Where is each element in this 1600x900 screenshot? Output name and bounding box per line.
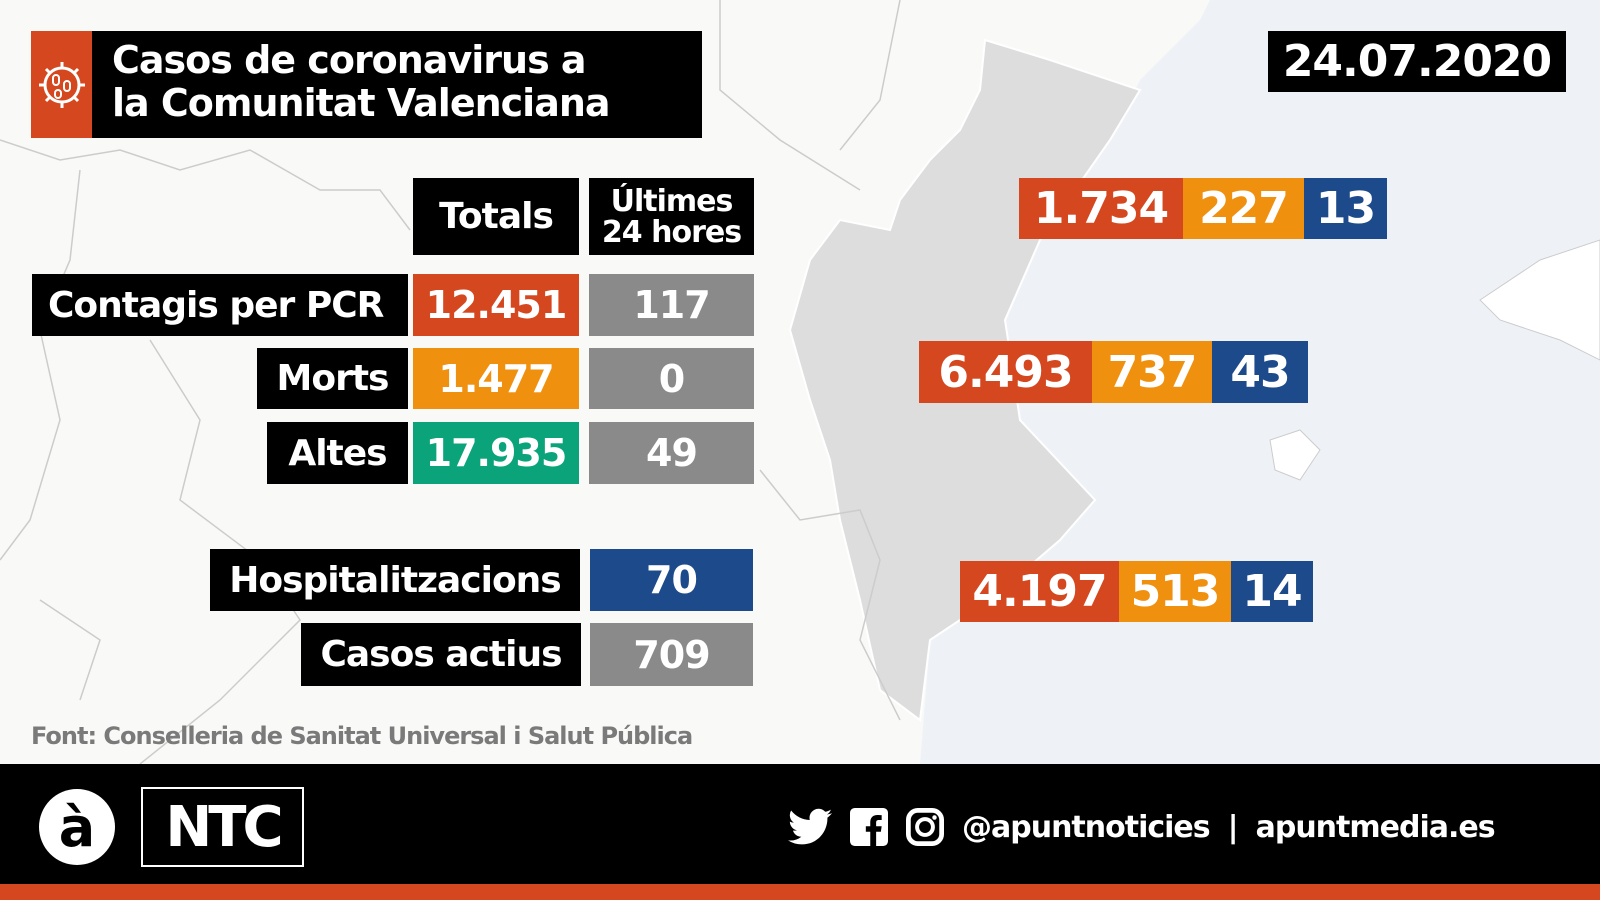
website-link[interactable]: apuntmedia.es <box>1255 809 1496 845</box>
column-header-totals: Totals <box>413 178 579 255</box>
province-hospitalitzacions: 13 <box>1304 178 1387 239</box>
province-bar-castello: 1.734 227 13 <box>1019 178 1387 239</box>
value-contagis-24h: 117 <box>589 274 754 336</box>
footer-accent-stripe <box>0 884 1600 900</box>
title-line-1: Casos de coronavirus a <box>112 38 587 82</box>
title-line-2: la Comunitat Valenciana <box>112 81 611 125</box>
label-casos-actius: Casos actius <box>301 623 581 686</box>
row-label-altes: Altes <box>267 422 408 484</box>
value-casos-actius: 709 <box>590 623 753 686</box>
value-hospitalitzacions: 70 <box>590 549 753 611</box>
province-contagis: 6.493 <box>919 341 1092 403</box>
province-bar-valencia: 6.493 737 43 <box>919 341 1308 403</box>
footer-bar: à NTC @apuntnoticies | apuntmedia.es <box>0 764 1600 884</box>
province-morts: 227 <box>1183 178 1304 239</box>
value-morts-24h: 0 <box>589 348 754 409</box>
value-altes-total: 17.935 <box>413 422 579 484</box>
title-banner: Casos de coronavirus a la Comunitat Vale… <box>31 31 702 138</box>
value-contagis-total: 12.451 <box>413 274 579 336</box>
value-morts-total: 1.477 <box>413 348 579 409</box>
column-header-last-24h: Últimes 24 hores <box>589 178 754 255</box>
instagram-icon[interactable] <box>906 808 944 846</box>
column-header-line-1: Últimes <box>610 183 734 219</box>
apunt-logo: à <box>39 789 115 865</box>
social-handle-link[interactable]: @apuntnoticies <box>962 809 1211 845</box>
twitter-icon[interactable] <box>788 808 832 846</box>
date-label: 24.07.2020 <box>1268 31 1566 92</box>
province-contagis: 4.197 <box>960 561 1119 622</box>
footer-separator: | <box>1227 809 1239 845</box>
province-bar-alacant: 4.197 513 14 <box>960 561 1313 622</box>
ntc-logo: NTC <box>141 787 304 867</box>
province-contagis: 1.734 <box>1019 178 1183 239</box>
province-morts: 513 <box>1119 561 1231 622</box>
column-header-line-2: 24 hores <box>601 214 742 250</box>
source-note: Font: Conselleria de Sanitat Universal i… <box>31 722 693 750</box>
province-morts: 737 <box>1092 341 1212 403</box>
label-hospitalitzacions: Hospitalitzacions <box>210 549 580 611</box>
page-title: Casos de coronavirus a la Comunitat Vale… <box>92 31 611 138</box>
province-hospitalitzacions: 43 <box>1212 341 1308 403</box>
facebook-icon[interactable] <box>850 808 888 846</box>
row-label-morts: Morts <box>257 348 408 409</box>
row-label-contagis: Contagis per PCR <box>32 274 408 336</box>
value-altes-24h: 49 <box>589 422 754 484</box>
virus-icon <box>31 31 92 138</box>
province-hospitalitzacions: 14 <box>1231 561 1313 622</box>
